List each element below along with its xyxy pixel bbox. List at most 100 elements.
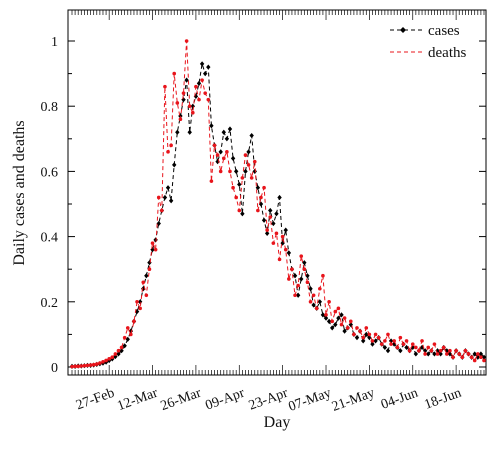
data-point	[463, 348, 468, 353]
data-point	[184, 39, 189, 43]
data-point	[336, 306, 341, 311]
data-point	[317, 299, 323, 305]
data-point	[212, 143, 217, 148]
data-point	[472, 351, 477, 357]
data-point	[305, 273, 310, 279]
data-point	[261, 217, 267, 223]
data-point	[280, 234, 285, 239]
data-point	[231, 185, 235, 190]
data-point	[141, 280, 146, 285]
data-point	[324, 313, 328, 317]
data-point	[385, 348, 391, 354]
data-point	[447, 351, 453, 357]
data-point	[342, 328, 347, 334]
data-point	[293, 293, 297, 298]
y-tick-label: 0.2	[41, 296, 59, 311]
data-point	[138, 306, 142, 311]
data-point	[441, 345, 446, 350]
data-point	[367, 332, 372, 337]
data-point	[104, 358, 108, 363]
data-point	[262, 185, 266, 190]
data-point	[150, 247, 155, 253]
data-point	[422, 348, 428, 354]
data-point	[88, 363, 93, 367]
data-point	[246, 149, 251, 155]
data-point	[113, 352, 118, 356]
data-point	[274, 211, 279, 217]
data-point	[404, 344, 409, 351]
data-point	[200, 78, 204, 82]
y-tick-label: 0.8	[41, 100, 59, 115]
data-point	[199, 61, 205, 67]
y-tick-label: 0.4	[41, 231, 59, 246]
data-point	[240, 176, 245, 180]
data-point	[166, 150, 170, 154]
data-point	[184, 77, 189, 83]
data-point	[221, 129, 226, 135]
data-point	[376, 335, 381, 340]
data-point	[150, 241, 155, 245]
data-point	[98, 361, 102, 365]
data-point	[196, 80, 202, 86]
x-tick-label: 21-May	[330, 386, 377, 415]
data-point	[144, 293, 149, 298]
data-point	[451, 355, 455, 360]
data-point	[218, 169, 223, 174]
data-point	[110, 355, 115, 360]
data-point	[299, 276, 304, 282]
data-point	[314, 306, 319, 311]
data-point	[292, 273, 298, 279]
y-axis-label: Daily cases and deaths	[11, 120, 28, 265]
x-tick-label: 18-Jun	[423, 386, 464, 413]
data-point	[358, 329, 362, 333]
data-point	[296, 283, 300, 288]
data-point	[172, 162, 177, 168]
data-point	[264, 230, 270, 236]
data-point	[268, 215, 273, 219]
data-point	[395, 345, 400, 350]
data-point	[271, 241, 276, 245]
data-point	[318, 286, 322, 291]
data-point	[160, 208, 164, 213]
data-point	[197, 97, 201, 102]
data-point	[435, 352, 440, 356]
data-point	[82, 363, 87, 368]
data-point	[460, 355, 465, 360]
data-point	[268, 207, 273, 214]
data-point	[252, 168, 257, 174]
data-point	[249, 132, 254, 139]
data-point	[364, 326, 369, 330]
data-point	[116, 348, 121, 353]
x-tick-label: 07-May	[287, 386, 334, 415]
data-point	[165, 185, 171, 191]
data-point	[172, 71, 177, 76]
series-deaths	[70, 39, 486, 369]
data-point	[401, 342, 406, 346]
data-point	[243, 153, 248, 157]
data-point	[367, 335, 372, 341]
data-point	[336, 315, 341, 321]
data-point	[330, 325, 335, 331]
data-point	[333, 309, 338, 314]
data-point	[94, 362, 99, 366]
data-point	[482, 358, 486, 363]
data-point	[287, 277, 291, 281]
data-point	[472, 358, 477, 363]
data-point	[246, 163, 251, 167]
data-point	[85, 363, 90, 368]
data-point	[187, 104, 192, 108]
data-point	[178, 117, 183, 122]
data-point	[339, 322, 344, 327]
data-point	[386, 332, 390, 337]
data-point	[398, 335, 403, 340]
data-point	[76, 364, 80, 369]
y-tick-label: 1	[51, 35, 58, 50]
data-point	[448, 348, 452, 353]
data-point	[163, 84, 167, 89]
data-point	[302, 267, 307, 272]
data-point	[218, 149, 223, 155]
data-point	[352, 332, 356, 337]
data-point	[116, 351, 121, 357]
data-point	[153, 237, 158, 243]
